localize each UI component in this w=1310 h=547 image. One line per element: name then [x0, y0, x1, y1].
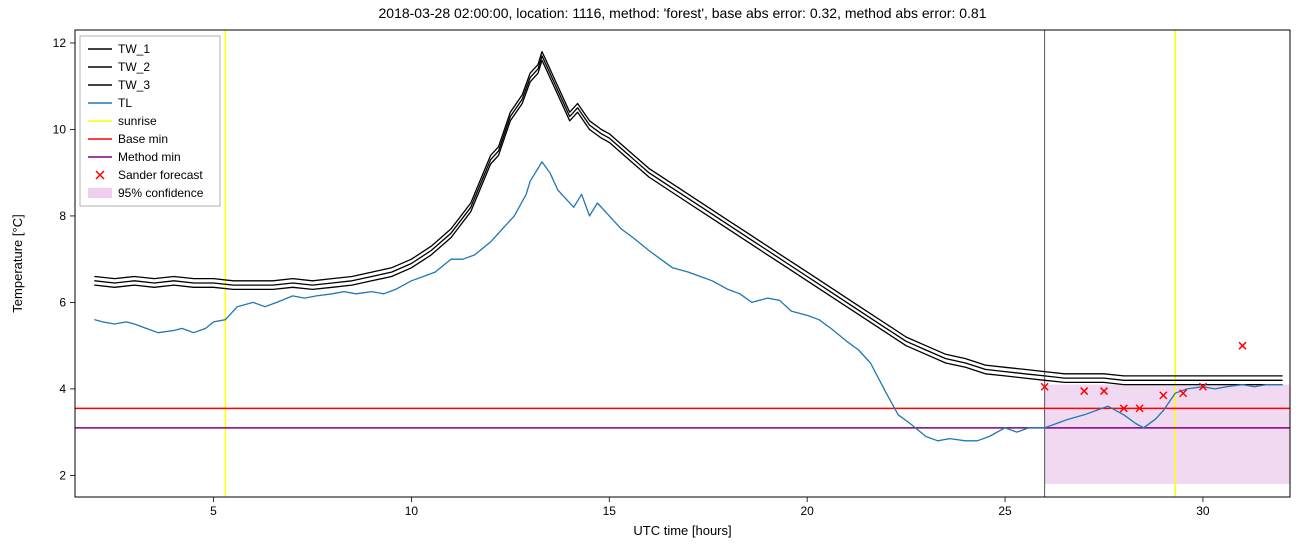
xtick-label: 5: [210, 504, 217, 518]
confidence-band: [1045, 385, 1290, 484]
ytick-label: 10: [53, 122, 67, 136]
ytick-label: 8: [59, 209, 66, 223]
legend-label: TL: [118, 96, 132, 110]
legend-label: Sander forecast: [118, 168, 203, 182]
xtick-label: 10: [405, 504, 419, 518]
legend-label: Base min: [118, 132, 168, 146]
legend-label: Method min: [118, 150, 181, 164]
legend: TW_1 TW_2 TW_3 TL sunrise Base min Method min S…: [80, 36, 220, 206]
legend-label: TW_3: [118, 78, 150, 92]
xtick-label: 25: [998, 504, 1012, 518]
xtick-label: 20: [800, 504, 814, 518]
xtick-label: 15: [603, 504, 617, 518]
legend-label: sunrise: [118, 114, 157, 128]
legend-label: TW_1: [118, 42, 150, 56]
x-axis-label: UTC time [hours]: [633, 523, 731, 538]
ytick-label: 6: [59, 295, 66, 309]
y-axis-label: Temperature [°C]: [10, 214, 25, 312]
ytick-label: 2: [59, 468, 66, 482]
chart-title: 2018-03-28 02:00:00, location: 1116, met…: [379, 5, 987, 21]
xtick-label: 30: [1196, 504, 1210, 518]
legend-label: 95% confidence: [118, 186, 204, 200]
chart-container: 5 10 15 20 25 30 2 4 6 8 10 12 UTC time [hours] Tempe…: [0, 0, 1310, 547]
ytick-label: 12: [53, 36, 67, 50]
ytick-label: 4: [59, 382, 66, 396]
chart-svg: 5 10 15 20 25 30 2 4 6 8 10 12 UTC time [hours] Tempe…: [0, 0, 1310, 547]
legend-swatch-patch: [88, 188, 112, 198]
legend-label: TW_2: [118, 60, 150, 74]
